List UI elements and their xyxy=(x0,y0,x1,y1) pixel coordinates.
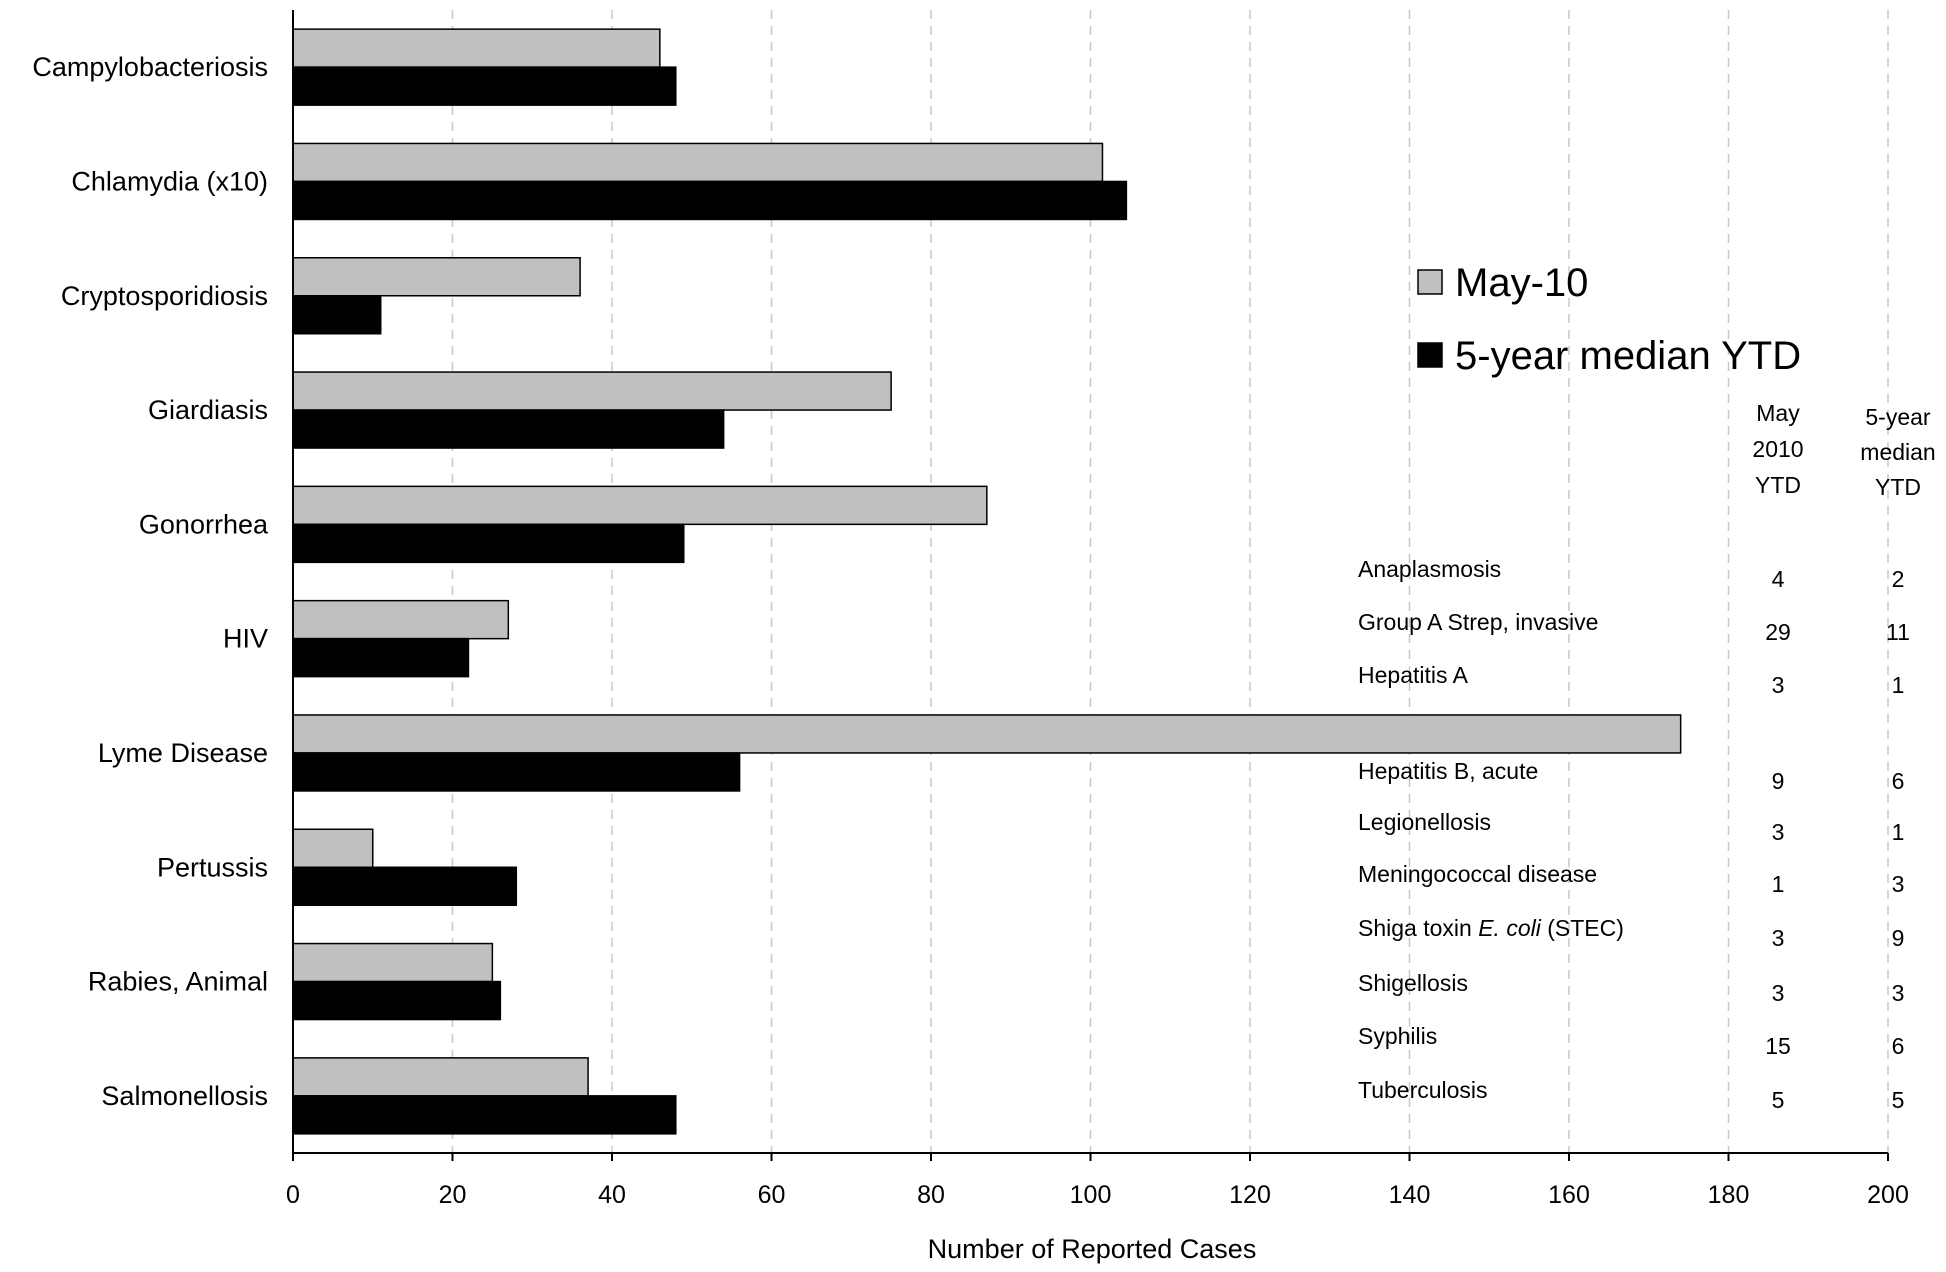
x-tick-label: 0 xyxy=(286,1181,300,1209)
legend: May-10 5-year median YTD xyxy=(1417,261,1801,378)
table-row-disease: Shiga toxin E. coli (STEC) xyxy=(1358,915,1624,941)
bar-median-1 xyxy=(292,180,1128,221)
table-row-median: 11 xyxy=(1886,619,1910,645)
x-tick-label: 180 xyxy=(1708,1181,1750,1209)
table-row-median: 1 xyxy=(1892,672,1905,698)
x-tick-label: 120 xyxy=(1229,1181,1271,1209)
table-row-median: 1 xyxy=(1892,819,1905,845)
bar-median-3 xyxy=(292,409,725,449)
table-row-may2010: 3 xyxy=(1772,819,1785,845)
table-row-disease: Group A Strep, invasive xyxy=(1358,609,1598,635)
summary-table: May 2010 YTD 5-year median YTD Anaplasmosis 4 2 G… xyxy=(1358,400,1936,1113)
table-row-disease-part: Shiga toxin xyxy=(1358,915,1478,941)
category-label: Rabies, Animal xyxy=(88,967,268,997)
table-row-may2010: 29 xyxy=(1765,619,1791,645)
bar-median-0 xyxy=(292,66,677,106)
category-labels: Campylobacteriosis Chlamydia (x10) Cryptos… xyxy=(32,52,269,1111)
table-row-median: 6 xyxy=(1892,768,1905,794)
table-row-median: 5 xyxy=(1892,1087,1905,1113)
table-header-median: median xyxy=(1860,439,1935,465)
x-tick-label: 160 xyxy=(1548,1181,1590,1209)
x-tick-label: 20 xyxy=(439,1181,467,1209)
x-tick-label: 40 xyxy=(598,1181,626,1209)
table-row-may2010: 3 xyxy=(1772,980,1785,1006)
bar-may10-0 xyxy=(292,28,661,68)
bar-may10-6 xyxy=(292,714,1682,754)
bar-median-5 xyxy=(292,637,470,678)
table-row-median: 3 xyxy=(1892,980,1905,1006)
category-label: Lyme Disease xyxy=(98,738,268,768)
table-header-median: YTD xyxy=(1875,474,1921,500)
bar-median-4 xyxy=(292,523,685,564)
x-tick-label: 100 xyxy=(1070,1181,1112,1209)
bar-may10-9 xyxy=(292,1057,589,1097)
bar-median-9 xyxy=(292,1095,677,1135)
legend-swatch-median xyxy=(1417,342,1443,368)
table-row-may2010: 3 xyxy=(1772,672,1785,698)
x-tick-label: 80 xyxy=(917,1181,945,1209)
table-row-median: 2 xyxy=(1892,566,1905,592)
table-row-may2010: 15 xyxy=(1765,1033,1791,1059)
bar-may10-4 xyxy=(292,485,988,526)
category-label: HIV xyxy=(223,624,268,654)
category-label: Pertussis xyxy=(157,852,268,882)
table-row-median: 3 xyxy=(1892,871,1905,897)
table-row-may2010: 4 xyxy=(1772,566,1785,592)
category-label: Giardiasis xyxy=(148,395,268,425)
bar-median-8 xyxy=(292,980,502,1021)
x-tick-label: 200 xyxy=(1867,1181,1909,1209)
category-label: Campylobacteriosis xyxy=(32,52,268,82)
table-header-may2010: May xyxy=(1756,400,1800,426)
legend-label: May-10 xyxy=(1455,261,1588,305)
bar-may10-3 xyxy=(292,371,892,411)
table-row-may2010: 1 xyxy=(1772,871,1785,897)
table-row-median: 9 xyxy=(1892,925,1905,951)
category-label: Cryptosporidiosis xyxy=(61,281,268,311)
table-row-may2010: 5 xyxy=(1772,1087,1785,1113)
table-row-disease: Tuberculosis xyxy=(1358,1077,1488,1103)
axes xyxy=(292,10,1889,1161)
table-row-disease-part: E. coli xyxy=(1478,915,1542,941)
table-row-may2010: 3 xyxy=(1772,925,1785,951)
bar-may10-8 xyxy=(292,942,494,983)
bar-median-2 xyxy=(292,295,382,335)
legend-label: 5-year median YTD xyxy=(1455,334,1801,378)
table-row-disease: Hepatitis B, acute xyxy=(1358,758,1538,784)
table-row-disease: Syphilis xyxy=(1358,1023,1437,1049)
table-row-disease: Anaplasmosis xyxy=(1358,556,1501,582)
table-row-disease: Meningococcal disease xyxy=(1358,861,1597,887)
table-row-disease: Shigellosis xyxy=(1358,970,1468,996)
table-row-may2010: 9 xyxy=(1772,768,1785,794)
table-row-disease: Legionellosis xyxy=(1358,809,1491,835)
bar-median-7 xyxy=(292,866,518,906)
table-header-median: 5-year xyxy=(1865,404,1931,430)
bar-may10-7 xyxy=(292,828,374,868)
legend-swatch-may10 xyxy=(1417,269,1443,295)
x-tick-label: 140 xyxy=(1389,1181,1431,1209)
x-axis-title: Number of Reported Cases xyxy=(928,1234,1257,1264)
table-row-disease-part: (STEC) xyxy=(1541,915,1624,941)
table-row-disease: Hepatitis A xyxy=(1358,662,1469,688)
x-tick-labels: 0 20 40 60 80 100 120 140 160 180 200 xyxy=(286,1181,1909,1209)
table-header-may2010: YTD xyxy=(1755,472,1801,498)
bar-may10-2 xyxy=(292,257,581,297)
category-label: Chlamydia (x10) xyxy=(71,166,268,196)
bar-may10-5 xyxy=(292,599,510,640)
bar-median-6 xyxy=(292,752,741,792)
bar-may10-1 xyxy=(292,142,1104,183)
table-row-median: 6 xyxy=(1892,1033,1905,1059)
bars xyxy=(292,28,1682,1135)
category-label: Gonorrhea xyxy=(139,509,269,539)
table-header-may2010: 2010 xyxy=(1752,436,1803,462)
x-tick-label: 60 xyxy=(758,1181,786,1209)
category-label: Salmonellosis xyxy=(101,1081,268,1111)
